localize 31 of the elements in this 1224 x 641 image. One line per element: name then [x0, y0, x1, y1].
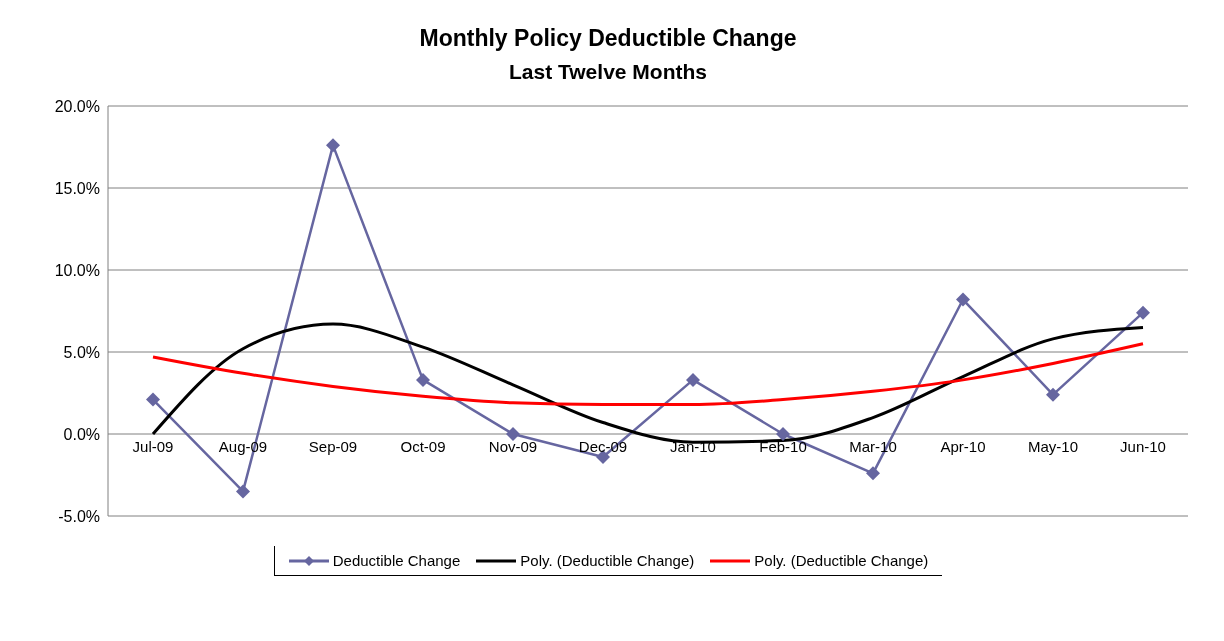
y-tick-label: 15.0%	[54, 179, 100, 197]
x-tick-label: Nov-09	[488, 438, 538, 455]
y-tick-label: 0.0%	[63, 425, 100, 443]
y-tick-label: 5.0%	[63, 343, 100, 361]
y-tick-label: 10.0%	[54, 261, 100, 279]
y-tick-label: -5.0%	[58, 507, 100, 525]
point	[236, 484, 250, 499]
point	[1046, 387, 1060, 402]
x-tick-label: May-10	[1027, 438, 1079, 455]
point	[776, 427, 790, 441]
legend-label: Deductible Change	[331, 552, 461, 569]
x-tick-label: Apr-10	[940, 438, 986, 455]
point	[866, 466, 880, 481]
point	[326, 138, 340, 153]
point	[146, 392, 160, 407]
point	[1136, 305, 1150, 320]
line-series	[151, 342, 1145, 406]
point	[506, 427, 520, 441]
point	[956, 292, 970, 307]
legend-label: Poly. (Deductible Change)	[753, 552, 929, 569]
legend-label: Poly. (Deductible Change)	[519, 552, 695, 569]
x-tick-label: Feb-10	[759, 438, 807, 455]
x-tick-label: Jul-09	[132, 438, 174, 455]
chart-subtitle: Last Twelve Months	[508, 60, 708, 84]
chart-title: Monthly Policy Deductible Change	[418, 25, 798, 52]
x-tick-label: Oct-09	[400, 438, 446, 455]
x-tick-label: Jun-10	[1120, 438, 1166, 455]
y-tick-label: 20.0%	[54, 97, 100, 115]
point	[416, 372, 430, 387]
x-tick-label: Sep-09	[308, 438, 358, 455]
point	[686, 372, 700, 387]
